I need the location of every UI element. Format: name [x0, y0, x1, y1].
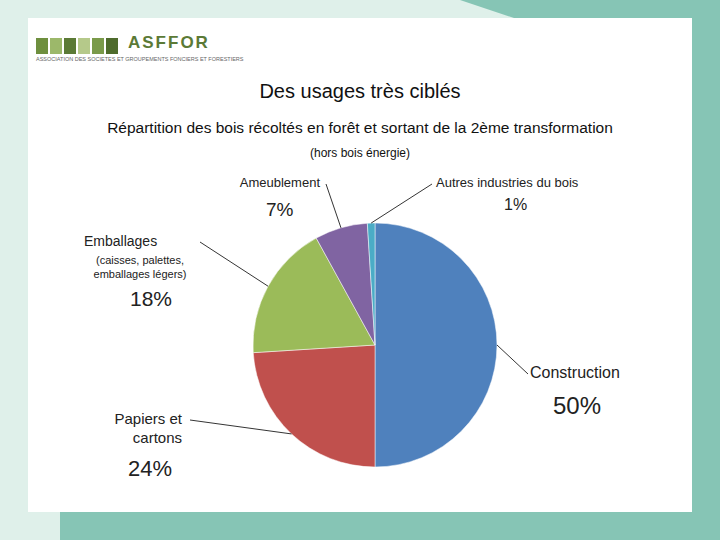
svg-text:Emballages: Emballages: [84, 233, 157, 249]
svg-text:cartons: cartons: [133, 429, 182, 446]
svg-text:1%: 1%: [504, 196, 527, 213]
html-text:ASFFOR: ASFFOR: [128, 33, 210, 52]
svg-text:emballages légers): emballages légers): [94, 268, 187, 280]
html-text:(hors bois énergie): (hors bois énergie): [310, 146, 410, 160]
svg-text:Construction: Construction: [530, 364, 620, 381]
svg-text:(caisses, palettes,: (caisses, palettes,: [96, 254, 184, 266]
svg-text:Papiers et: Papiers et: [114, 410, 182, 427]
html-text:ASSOCIATION DES SOCIETES ET GR: ASSOCIATION DES SOCIETES ET GROUPEMENTS …: [36, 56, 244, 62]
svg-text:24%: 24%: [128, 456, 172, 481]
html-text:Répartition des bois récoltés: Répartition des bois récoltés en forêt e…: [107, 119, 613, 136]
svg-text:Autres industries du bois: Autres industries du bois: [436, 175, 579, 190]
svg-text:18%: 18%: [130, 287, 172, 310]
svg-text:7%: 7%: [266, 199, 294, 220]
svg-text:Ameublement: Ameublement: [240, 175, 321, 190]
html-text:Des usages très ciblés: Des usages très ciblés: [259, 80, 461, 102]
svg-text:50%: 50%: [553, 392, 601, 419]
